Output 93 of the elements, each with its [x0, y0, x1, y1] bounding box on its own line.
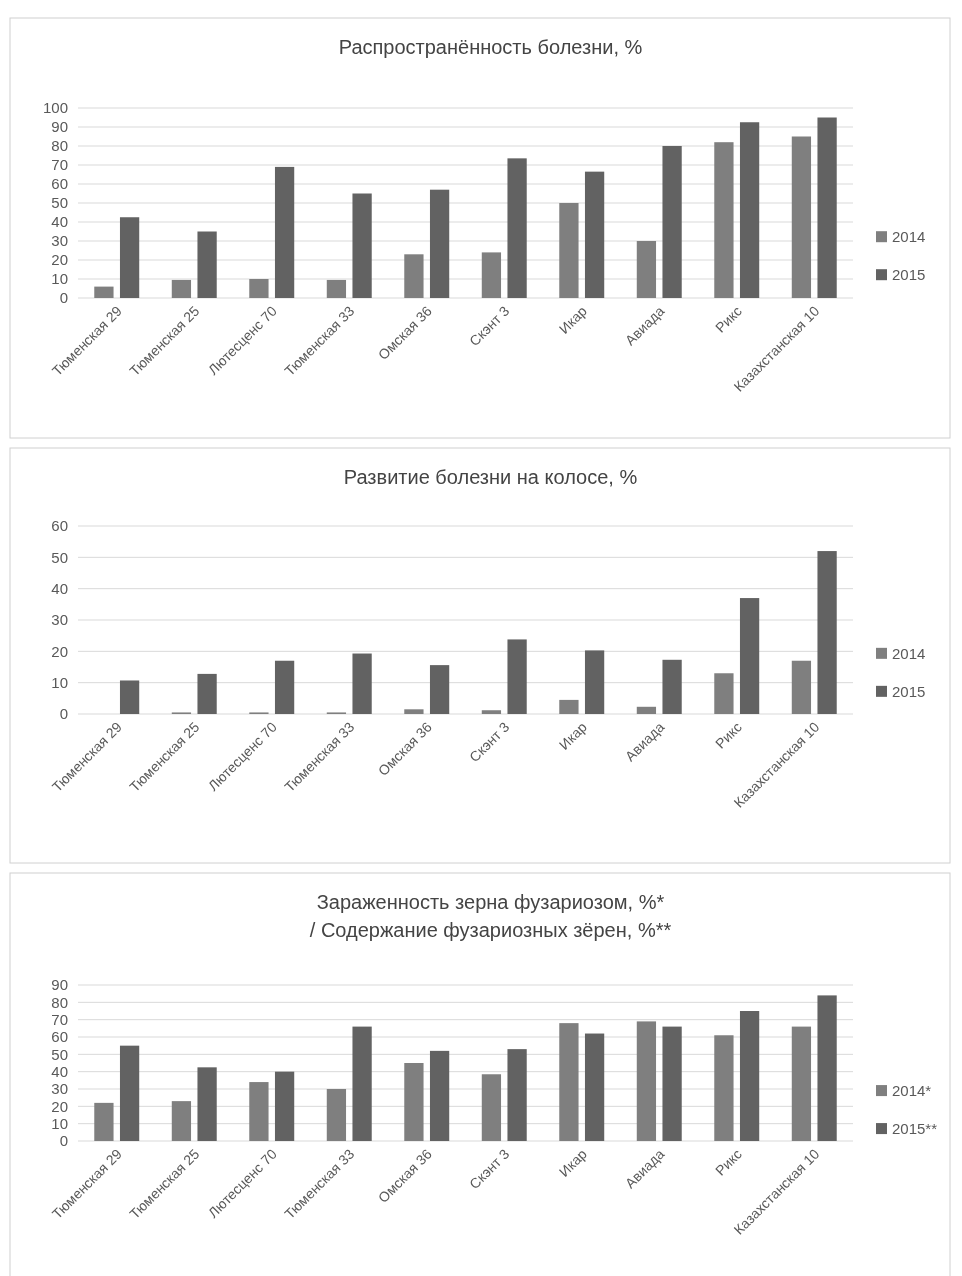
- y-tick-label: 20: [51, 251, 68, 269]
- bar: [791, 136, 812, 298]
- bar: [249, 1082, 269, 1141]
- bar: [404, 709, 424, 714]
- bar: [714, 1035, 734, 1141]
- bar: [636, 1021, 657, 1141]
- bar: [507, 158, 527, 298]
- bar: [817, 551, 837, 714]
- bar: [197, 1067, 217, 1141]
- bar: [352, 1026, 372, 1141]
- y-tick-label: 70: [51, 156, 68, 174]
- bar: [791, 660, 812, 714]
- y-tick-label: 80: [51, 993, 68, 1011]
- y-tick-label: 50: [51, 548, 68, 566]
- y-tick-label: 30: [51, 1080, 68, 1098]
- chart-title: Распространённость болезни, %: [338, 36, 643, 58]
- bar: [352, 193, 372, 298]
- bar: [507, 639, 527, 714]
- bar: [274, 166, 295, 298]
- bar: [739, 122, 760, 298]
- legend-label: 2014: [892, 228, 926, 246]
- bar: [481, 710, 502, 714]
- y-tick-label: 30: [51, 611, 68, 629]
- legend-label: 2014: [892, 645, 926, 663]
- y-tick-label: 60: [51, 1028, 68, 1046]
- bar: [817, 117, 837, 298]
- bar: [636, 706, 657, 714]
- bar: [817, 995, 837, 1141]
- chart-title: Зараженность зерна фузариозом, %* / Содержание фузариозных зёрен, %**: [309, 891, 672, 941]
- chart-title: Развитие болезни на колосе, %: [343, 466, 638, 488]
- y-tick-label: 80: [51, 137, 68, 155]
- bar: [326, 279, 347, 298]
- bar: [429, 665, 450, 714]
- bar: [714, 673, 734, 714]
- bar: [326, 1089, 347, 1141]
- bar: [274, 660, 295, 714]
- y-tick-label: 0: [59, 705, 68, 723]
- y-tick-label: 70: [51, 1010, 68, 1028]
- y-tick-label: 30: [51, 232, 68, 250]
- bar: [94, 286, 114, 298]
- y-tick-label: 20: [51, 1097, 68, 1115]
- bar: [559, 203, 579, 298]
- y-tick-label: 50: [51, 194, 68, 212]
- bar: [739, 598, 760, 714]
- bar: [119, 1045, 140, 1141]
- y-tick-label: 60: [51, 175, 68, 193]
- bar: [404, 1063, 424, 1141]
- bar: [171, 1101, 192, 1141]
- y-tick-label: 10: [51, 1114, 68, 1132]
- bar: [559, 1023, 579, 1141]
- bar: [197, 231, 217, 298]
- bar: [274, 1071, 295, 1141]
- y-tick-label: 90: [51, 976, 68, 994]
- bar: [584, 650, 605, 714]
- y-tick-label: 40: [51, 213, 68, 231]
- bar: [481, 1074, 502, 1141]
- y-tick-label: 40: [51, 1062, 68, 1080]
- bar: [171, 279, 192, 298]
- bar: [662, 659, 682, 714]
- legend-label: 2015: [892, 683, 926, 701]
- bar: [481, 252, 502, 298]
- bar: [662, 1026, 682, 1141]
- legend-label: 2014*: [892, 1082, 932, 1100]
- y-tick-label: 10: [51, 270, 68, 288]
- y-tick-label: 90: [51, 118, 68, 136]
- bar: [249, 279, 269, 298]
- y-tick-label: 0: [59, 289, 68, 307]
- bar: [636, 241, 657, 298]
- bar: [714, 142, 734, 298]
- bar: [119, 680, 140, 714]
- bar: [94, 1102, 114, 1141]
- bar: [559, 699, 579, 714]
- y-tick-label: 40: [51, 579, 68, 597]
- y-tick-label: 20: [51, 642, 68, 660]
- y-tick-label: 60: [51, 517, 68, 535]
- legend-label: 2015: [892, 266, 926, 284]
- bar: [352, 653, 372, 714]
- y-tick-label: 50: [51, 1045, 68, 1063]
- bar: [584, 171, 605, 298]
- bar: [404, 254, 424, 298]
- bar: [791, 1026, 812, 1141]
- legend-label: 2015**: [892, 1120, 938, 1138]
- bar: [429, 189, 450, 298]
- y-tick-label: 10: [51, 673, 68, 691]
- bar: [119, 217, 140, 298]
- bar: [197, 673, 217, 714]
- bar: [584, 1033, 605, 1141]
- y-tick-label: 100: [42, 99, 68, 117]
- y-tick-label: 0: [59, 1132, 68, 1150]
- bar: [739, 1011, 760, 1141]
- bar: [507, 1049, 527, 1141]
- bar: [429, 1050, 450, 1141]
- bar: [662, 146, 682, 298]
